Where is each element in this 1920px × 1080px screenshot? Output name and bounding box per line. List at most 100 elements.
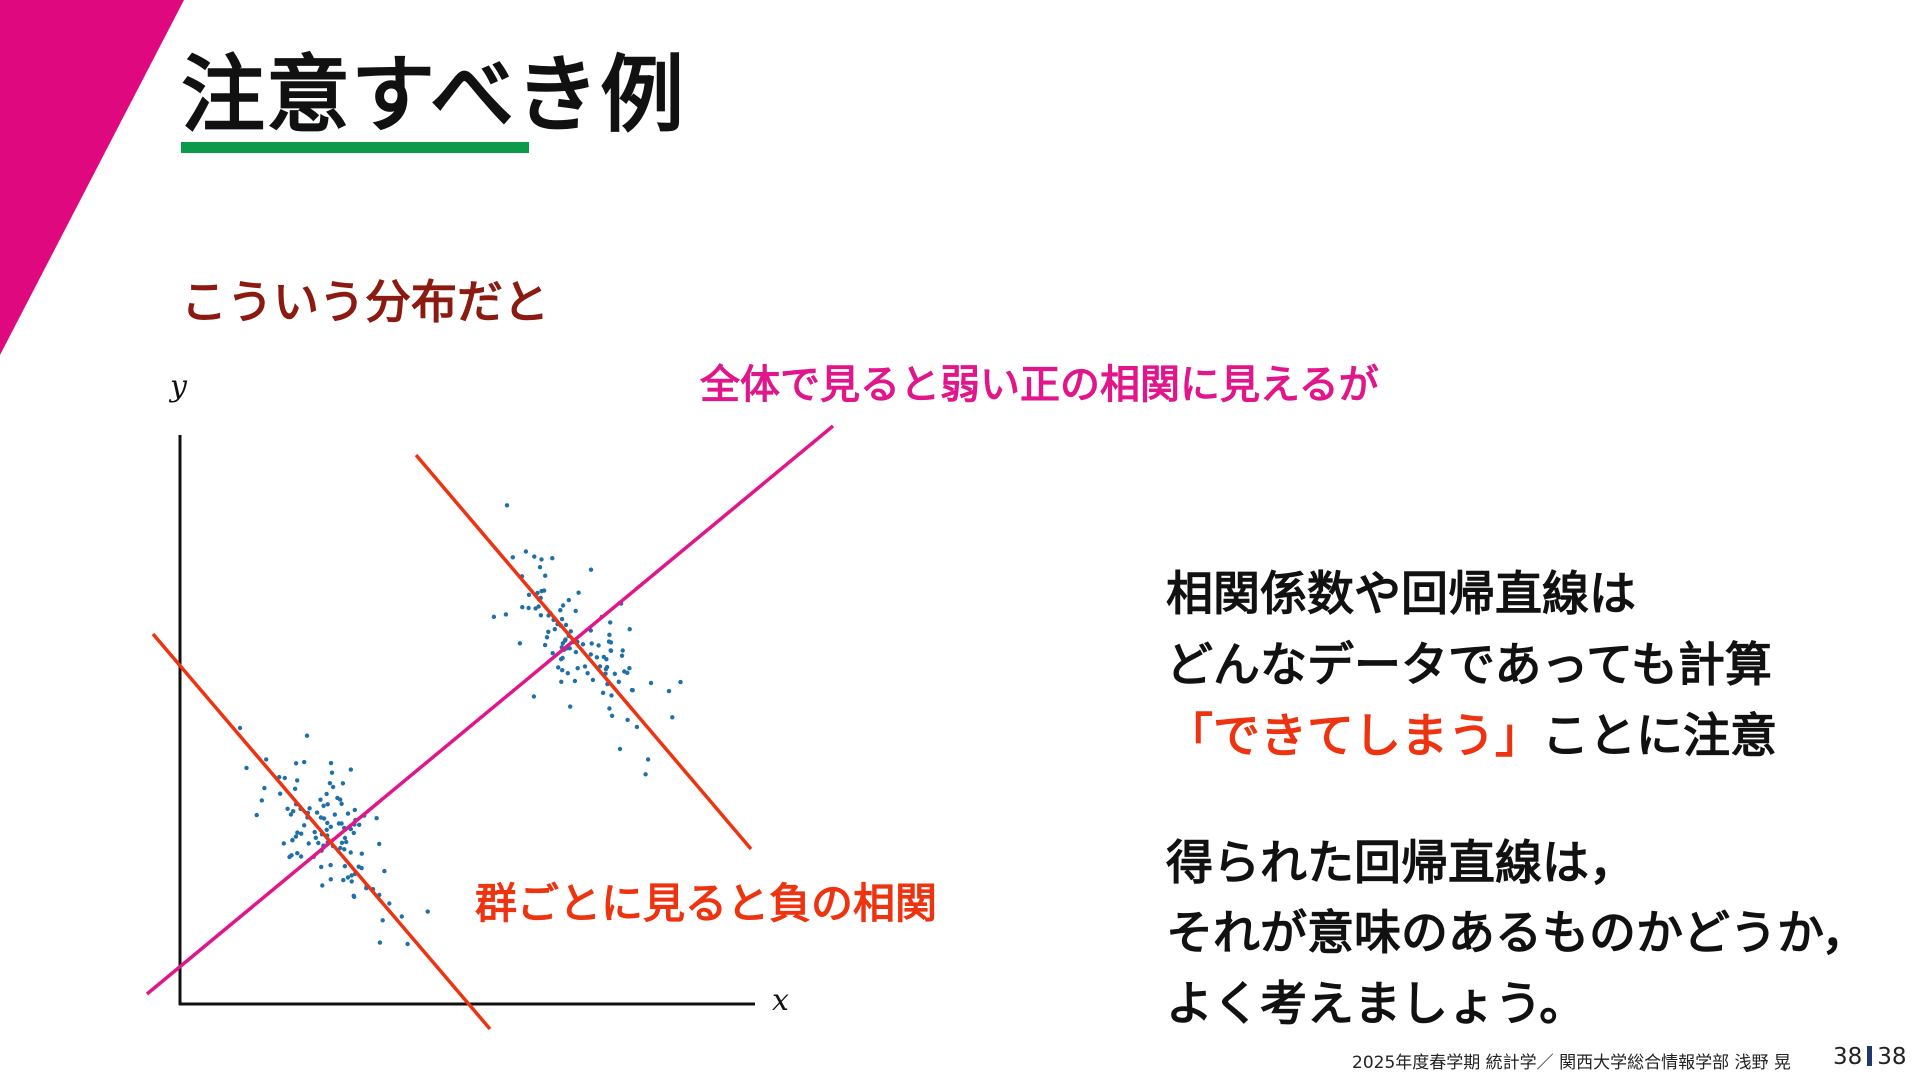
scatter-point xyxy=(359,865,364,871)
scatter-point xyxy=(563,622,569,628)
scatter-point xyxy=(589,641,594,646)
scatter-point xyxy=(327,781,333,786)
scatter-point xyxy=(319,864,324,870)
scatter-point xyxy=(338,797,343,802)
scatter-point xyxy=(254,812,259,818)
scatter-point xyxy=(607,632,612,637)
scatter-point xyxy=(588,652,593,657)
scatter-point xyxy=(324,791,329,797)
body-line: どんなデータであっても計算 xyxy=(1166,638,1772,693)
scatter-point xyxy=(351,830,356,836)
scatter-point xyxy=(259,798,264,803)
scatter-point xyxy=(538,613,544,618)
highlight-text: 「できてしまう」 xyxy=(1166,709,1542,764)
scatter-point xyxy=(295,778,300,783)
scatter-point xyxy=(344,839,349,845)
scatter-point xyxy=(313,835,318,840)
scatter-point xyxy=(339,840,345,845)
scatter-point xyxy=(306,841,311,846)
scatter-point xyxy=(568,629,573,634)
group2-regression-line xyxy=(414,453,753,851)
scatter-point xyxy=(609,693,614,698)
scatter-point xyxy=(342,835,348,841)
scatter-point xyxy=(532,554,537,559)
scatter-point xyxy=(567,646,572,651)
scatter-point xyxy=(594,655,600,660)
scatter-point xyxy=(550,556,555,561)
scatter-point xyxy=(550,651,555,656)
scatter-point xyxy=(537,565,543,570)
scatter-point xyxy=(359,851,364,856)
scatter-point xyxy=(345,811,351,816)
page-current: 38 xyxy=(1833,1044,1863,1070)
y-axis-label: y xyxy=(168,369,188,404)
scatter-point xyxy=(380,918,385,923)
scatter-point xyxy=(282,775,287,781)
body-line: 相関係数や回帰直線は xyxy=(1166,567,1636,622)
scatter-point xyxy=(302,759,307,765)
scatter-point xyxy=(544,635,550,640)
scatter-point xyxy=(342,847,347,852)
scatter-point xyxy=(617,746,623,752)
scatter-point xyxy=(348,850,353,855)
scatter-point xyxy=(425,909,430,914)
scatter-point xyxy=(568,704,573,709)
scatter-point xyxy=(387,901,392,906)
scatter-point xyxy=(603,666,609,672)
scatter-point xyxy=(536,604,541,609)
overall-regression-line xyxy=(145,424,835,996)
scatter-point xyxy=(332,812,337,817)
scatter-point xyxy=(520,605,525,610)
scatter-point xyxy=(627,666,632,671)
body-line: それが意味のあるものかどうか， xyxy=(1166,906,1869,961)
scatter-point xyxy=(604,657,609,662)
scatter-point xyxy=(585,671,590,676)
scatter-point xyxy=(523,549,529,554)
scatter-point xyxy=(596,643,601,648)
scatter-point xyxy=(318,797,323,802)
overall-correlation-label: 全体で見ると弱い正の相関に見えるが xyxy=(700,362,1379,408)
scatter-point xyxy=(278,791,283,796)
scatter-point xyxy=(307,806,312,811)
scatter-point xyxy=(382,868,387,874)
scatter-point xyxy=(295,851,300,856)
body-text: ことに注意 xyxy=(1542,709,1777,764)
scatter-point xyxy=(560,655,565,661)
scatter-point xyxy=(648,680,654,686)
scatter-point xyxy=(262,785,267,791)
scatter-point xyxy=(565,671,570,676)
scatter-point xyxy=(374,816,379,821)
scatter-point xyxy=(377,841,382,847)
scatter-point xyxy=(678,679,683,685)
scatter-point xyxy=(281,841,286,846)
scatter-point xyxy=(318,815,324,820)
scatter-point xyxy=(543,573,548,578)
scatter-point xyxy=(237,725,243,731)
scatter-point xyxy=(292,786,298,791)
scatter-point xyxy=(560,668,565,673)
scatter-point xyxy=(304,733,310,738)
scatter-point xyxy=(620,648,625,653)
scatter-point xyxy=(293,834,299,839)
subtitle: こういう分布だと xyxy=(181,275,549,329)
scatter-point xyxy=(325,820,330,826)
scatter-point xyxy=(582,664,588,669)
scatter-point xyxy=(264,757,269,762)
scatter-point xyxy=(616,679,621,684)
scatter-point xyxy=(526,605,531,611)
scatter-point xyxy=(573,649,579,655)
scatter-point xyxy=(299,831,304,836)
accent-triangle xyxy=(0,0,184,355)
scatter-point xyxy=(321,803,326,808)
scatter-point xyxy=(328,824,333,829)
scatter-point xyxy=(295,830,300,835)
scatter-point xyxy=(590,677,596,683)
scatter-point xyxy=(634,724,640,730)
page-number: 38 38 xyxy=(1833,1044,1907,1070)
scatter-point xyxy=(566,597,571,603)
scatter-point xyxy=(622,669,627,674)
group-correlation-label: 群ごとに見ると負の相関 xyxy=(475,879,938,928)
scatter-point xyxy=(619,653,625,658)
scatter-point xyxy=(625,717,630,723)
